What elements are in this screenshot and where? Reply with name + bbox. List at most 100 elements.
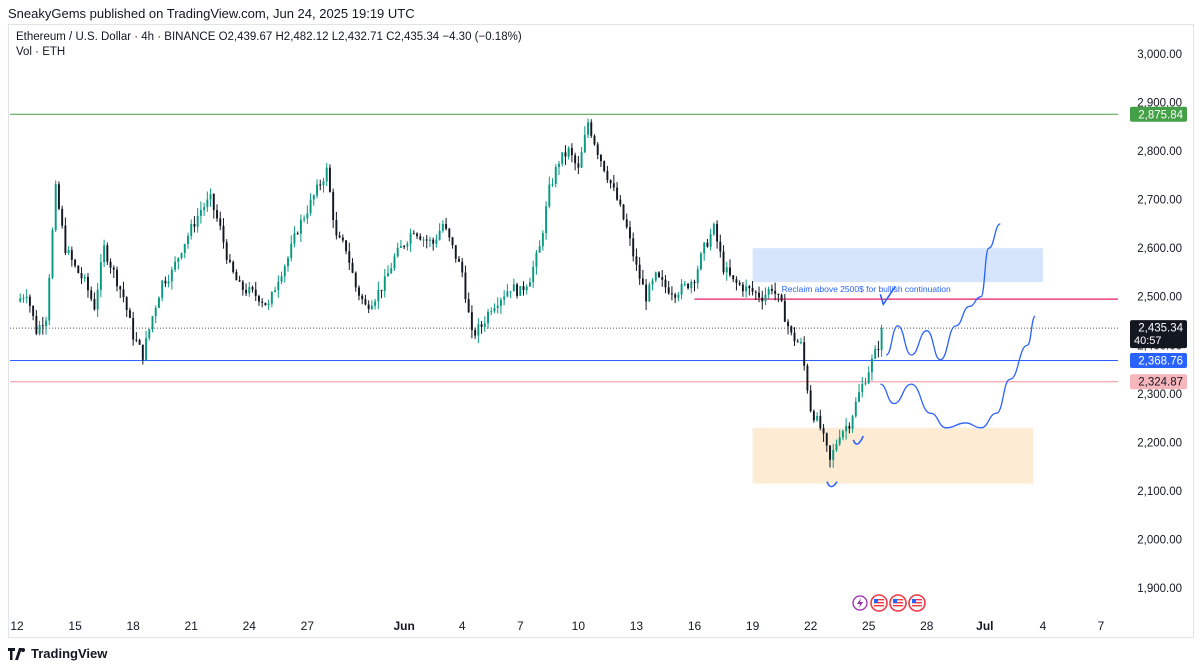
candle-body xyxy=(458,258,460,262)
candle-body xyxy=(877,348,880,350)
candle-body xyxy=(493,307,496,312)
candle-body xyxy=(519,286,522,296)
candle-body xyxy=(332,191,335,220)
flag-stripe xyxy=(912,599,922,601)
candle-body xyxy=(777,293,780,295)
candle-body xyxy=(729,267,731,276)
candle-body xyxy=(48,277,51,321)
candle-body xyxy=(393,256,396,269)
candle-body xyxy=(754,291,757,293)
demand-hook-mark xyxy=(852,435,864,445)
candle-body xyxy=(154,307,157,317)
candle-body xyxy=(280,276,283,282)
candle-body xyxy=(825,433,828,446)
candle-body xyxy=(870,358,873,373)
candle-body xyxy=(790,326,793,333)
candle-body xyxy=(509,291,512,293)
candle-body xyxy=(638,264,641,279)
candle-body xyxy=(822,428,825,434)
candle-body xyxy=(583,134,586,153)
candles-layer xyxy=(19,118,883,468)
candle-body xyxy=(470,312,473,331)
candle-body xyxy=(57,184,60,209)
candle-body xyxy=(128,310,131,319)
candle-body xyxy=(490,311,493,313)
y-tick-label: 2,900.00 xyxy=(1137,98,1182,110)
candle-body xyxy=(738,282,741,285)
candle-body xyxy=(496,305,499,308)
candle-body xyxy=(861,384,864,393)
candle-body xyxy=(535,252,538,267)
y-tick-label: 2,500.00 xyxy=(1137,292,1182,304)
candle-body xyxy=(854,401,857,417)
candle-body xyxy=(335,219,338,236)
candle-body xyxy=(567,148,570,157)
candle-body xyxy=(183,243,186,254)
candle-body xyxy=(177,257,180,262)
price-label-3: 2,324.87 xyxy=(1138,377,1183,389)
candle-body xyxy=(90,290,93,299)
demand-zone xyxy=(752,427,1034,484)
candle-body xyxy=(151,316,154,330)
candle-body xyxy=(235,272,238,281)
candle-body xyxy=(699,253,702,270)
x-tick-label: 4 xyxy=(459,619,466,633)
candle-body xyxy=(764,294,767,302)
publisher-line: SneakyGems published on TradingView.com,… xyxy=(8,6,415,21)
candle-body xyxy=(309,199,312,214)
x-tick-label: 7 xyxy=(517,619,524,633)
chart-frame xyxy=(8,24,1194,638)
candle-body xyxy=(445,223,448,229)
x-tick-label: 22 xyxy=(804,619,818,633)
candle-body xyxy=(587,122,590,135)
candle-body xyxy=(64,225,67,254)
tradingview-logo-icon xyxy=(8,647,25,660)
candle-body xyxy=(654,272,657,281)
candle-body xyxy=(109,261,112,268)
candle-body xyxy=(558,163,560,168)
candle-body xyxy=(748,286,751,289)
candle-body xyxy=(732,275,735,280)
candle-body xyxy=(725,267,728,273)
x-tick-label: 24 xyxy=(243,619,257,633)
candle-body xyxy=(548,184,551,207)
candle-body xyxy=(848,426,851,429)
candle-body xyxy=(693,281,696,284)
candle-body xyxy=(745,286,748,292)
candle-body xyxy=(32,305,35,316)
candle-body xyxy=(783,300,786,322)
candle-body xyxy=(803,342,806,366)
candle-body xyxy=(19,298,22,302)
candle-body xyxy=(787,321,790,327)
candle-body xyxy=(412,233,415,235)
candle-body xyxy=(119,286,122,290)
y-tick-label: 2,800.00 xyxy=(1137,146,1182,158)
candle-body xyxy=(819,415,822,429)
candle-body xyxy=(606,171,609,181)
candle-body xyxy=(45,320,48,327)
candle-body xyxy=(399,246,402,248)
candle-body xyxy=(203,207,206,210)
candle-body xyxy=(487,311,489,324)
price-label-2: 2,368.76 xyxy=(1138,355,1183,367)
drawings-layer: Reclaim above 2500$ for bullish continua… xyxy=(782,223,1036,488)
candle-body xyxy=(196,215,199,227)
candle-body xyxy=(403,246,406,248)
x-tick-label: 28 xyxy=(920,619,934,633)
candle-body xyxy=(267,303,270,306)
candle-body xyxy=(316,184,319,196)
candle-body xyxy=(435,239,438,244)
footer-brand[interactable]: TradingView xyxy=(8,646,107,661)
candle-body xyxy=(22,298,25,300)
candle-body xyxy=(74,259,77,266)
candle-body xyxy=(612,183,615,188)
flag-stripe xyxy=(893,605,903,607)
candle-body xyxy=(670,293,673,295)
flag-stripe xyxy=(912,605,922,607)
candle-body xyxy=(767,288,770,295)
low-hook-mark xyxy=(826,481,838,488)
candle-body xyxy=(112,267,115,270)
candle-body xyxy=(245,289,248,294)
y-tick-label: 2,200.00 xyxy=(1137,437,1182,449)
